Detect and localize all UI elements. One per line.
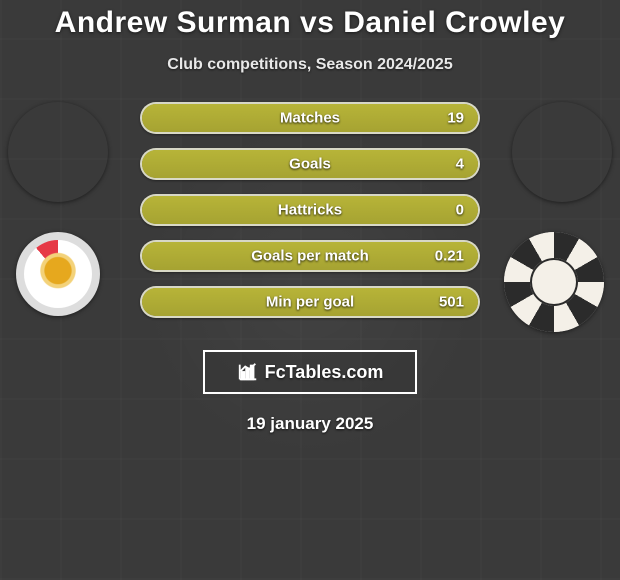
stat-label: Goals per match (251, 248, 369, 265)
stat-value-right: 0.21 (435, 248, 464, 265)
stat-value-right: 501 (439, 294, 464, 311)
stat-value-right: 4 (456, 156, 464, 173)
stat-bars: Matches 19 Goals 4 Hattricks 0 Goals per… (140, 102, 480, 332)
date-text: 19 january 2025 (0, 414, 620, 434)
brand-text: FcTables.com (265, 362, 384, 383)
player-right-avatar (512, 102, 612, 202)
stat-row-matches: Matches 19 (140, 102, 480, 134)
club-left-badge (16, 232, 100, 316)
club-right-badge (504, 232, 604, 332)
page-title: Andrew Surman vs Daniel Crowley (0, 0, 620, 40)
stat-label: Min per goal (266, 294, 354, 311)
stat-row-min-per-goal: Min per goal 501 (140, 286, 480, 318)
stats-area: Matches 19 Goals 4 Hattricks 0 Goals per… (0, 102, 620, 332)
stat-row-hattricks: Hattricks 0 (140, 194, 480, 226)
chart-icon (237, 361, 259, 383)
brand-box: FcTables.com (203, 350, 417, 394)
stat-label: Hattricks (278, 202, 342, 219)
stat-value-right: 19 (447, 110, 464, 127)
stat-label: Matches (280, 110, 340, 127)
stat-value-right: 0 (456, 202, 464, 219)
stat-label: Goals (289, 156, 331, 173)
player-left-avatar (8, 102, 108, 202)
stat-row-goals: Goals 4 (140, 148, 480, 180)
subtitle: Club competitions, Season 2024/2025 (0, 56, 620, 74)
stat-row-goals-per-match: Goals per match 0.21 (140, 240, 480, 272)
